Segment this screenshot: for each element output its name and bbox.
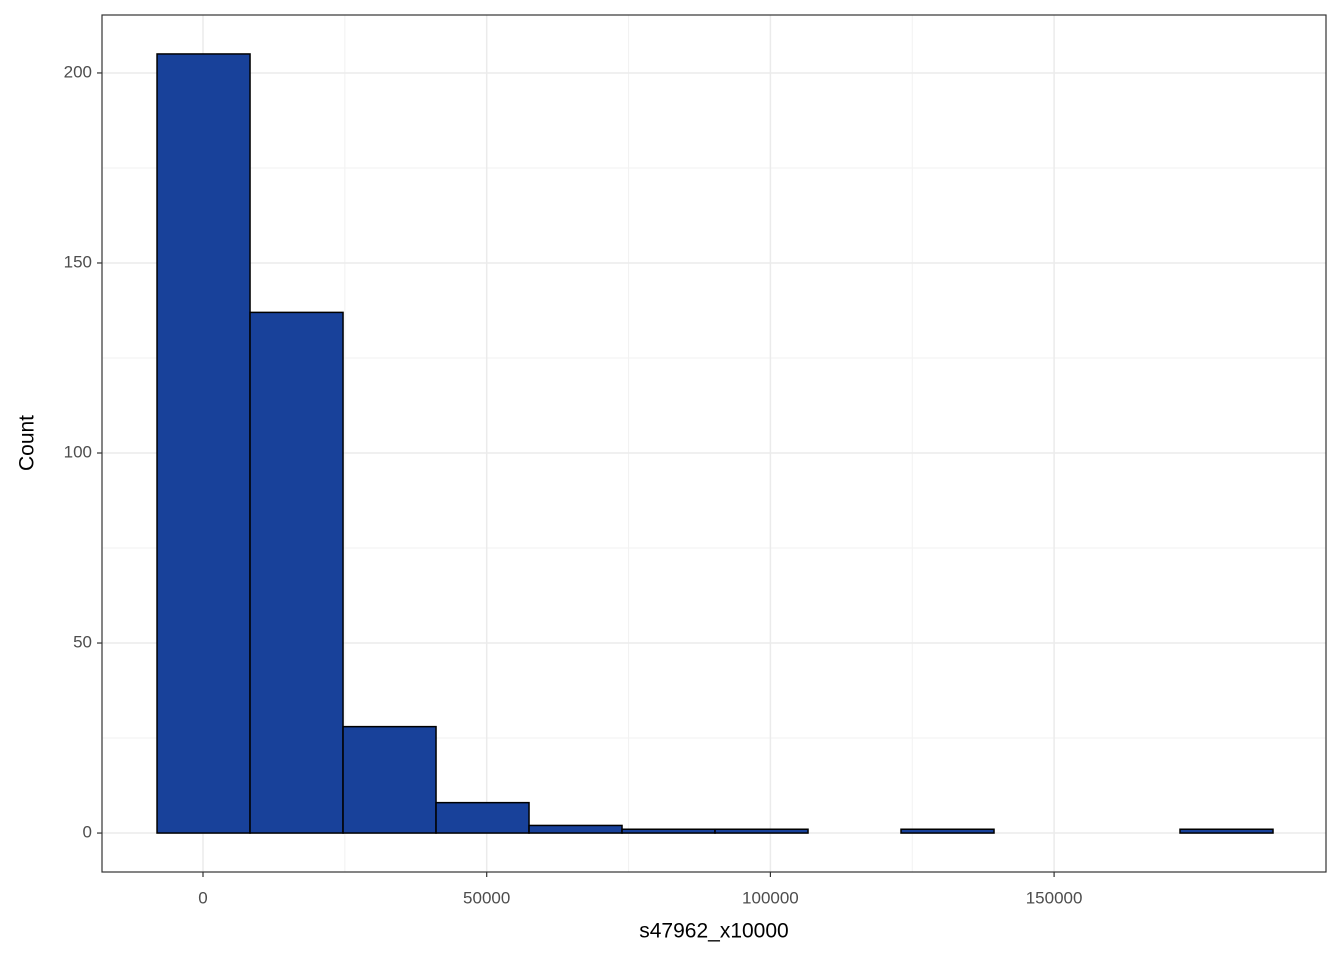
histogram-bar: [249, 311, 344, 834]
y-tick-label: 200: [64, 62, 92, 81]
x-tick-label: 150000: [1026, 888, 1083, 907]
histogram-bar: [621, 828, 716, 834]
y-axis-title: Count: [16, 415, 39, 471]
y-tick-label: 0: [83, 823, 92, 842]
histogram-bar: [900, 828, 995, 834]
y-tick-label: 50: [73, 633, 92, 652]
y-tick-label: 100: [64, 442, 92, 461]
histogram-bar: [714, 828, 809, 834]
panel-border: [101, 14, 1327, 873]
y-tick-label: 150: [64, 252, 92, 271]
histogram-bar: [1179, 828, 1274, 834]
x-axis-title: s47962_x10000: [639, 920, 788, 943]
histogram-bar: [156, 53, 251, 834]
histogram-bar: [528, 824, 623, 834]
x-tick-label: 0: [198, 888, 207, 907]
histogram-bar: [342, 725, 437, 834]
x-tick-label: 50000: [463, 888, 510, 907]
histogram-bar: [435, 801, 530, 834]
x-tick-label: 100000: [742, 888, 799, 907]
